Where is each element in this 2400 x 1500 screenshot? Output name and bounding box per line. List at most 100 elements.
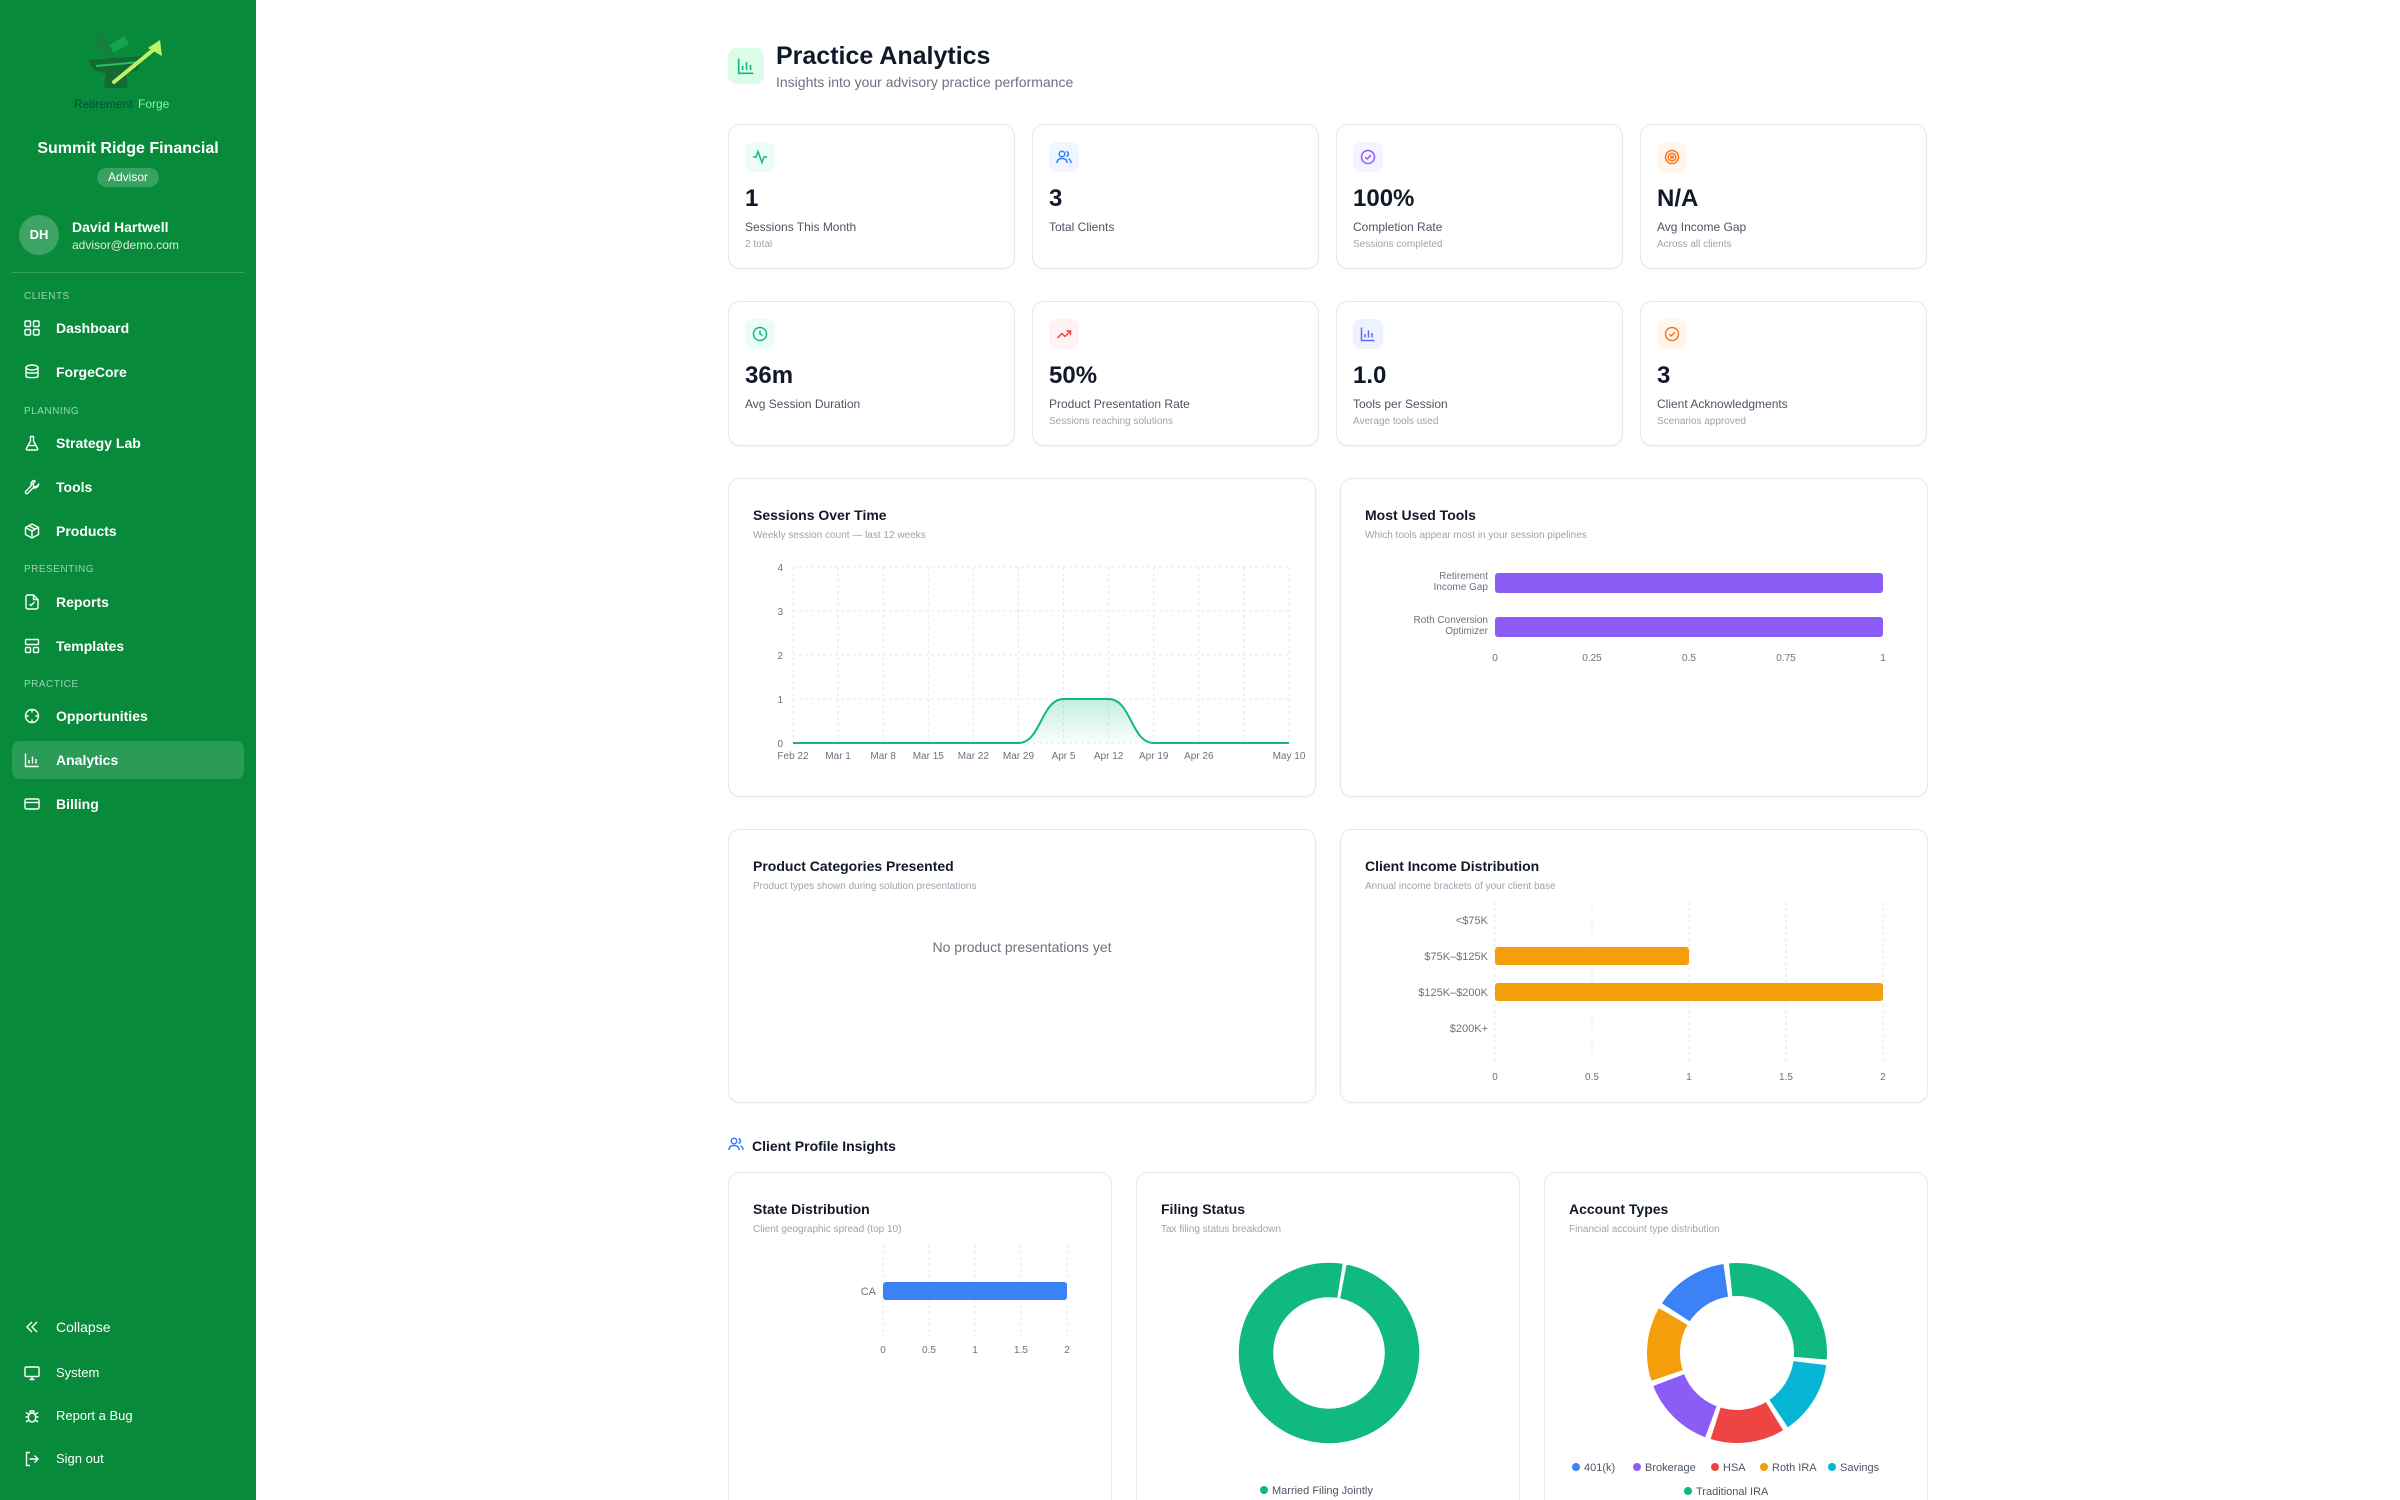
sidebar-item-label: Dashboard — [56, 320, 130, 336]
x-tick-label: 1.5 — [1779, 1072, 1793, 1083]
stat-card-total-clients: 3 Total Clients — [1032, 124, 1319, 269]
sidebar-item-reports[interactable]: Reports — [12, 583, 244, 621]
x-tick-label: Mar 29 — [1003, 751, 1035, 762]
card-subtitle: Which tools appear most in your session … — [1365, 530, 1587, 541]
stat-sub: Across all clients — [1657, 239, 1732, 250]
card-state-distribution: State Distribution Client geographic spr… — [728, 1172, 1112, 1500]
stat-label: Product Presentation Rate — [1049, 397, 1190, 411]
sidebar-item-forgecore[interactable]: ForgeCore — [12, 353, 244, 391]
stat-value: 3 — [1049, 185, 1063, 212]
x-tick-label: 0.5 — [1682, 653, 1696, 664]
sidebar-item-analytics[interactable]: Analytics — [12, 741, 244, 779]
pie-slice — [1237, 1261, 1421, 1445]
card-subtitle: Client geographic spread (top 10) — [753, 1224, 902, 1235]
sidebar: Retirement Forge Summit Ridge Financial … — [0, 0, 256, 1500]
collapse-label: Collapse — [56, 1319, 111, 1335]
series-line — [793, 698, 1289, 744]
card-sessions-over-time: Sessions Over Time Weekly session count … — [728, 478, 1316, 797]
report-bug-button[interactable]: Report a Bug — [12, 1397, 244, 1435]
stat-label: Avg Income Gap — [1657, 220, 1747, 234]
y-tick-label: 3 — [777, 607, 783, 618]
sidebar-item-label: Analytics — [56, 752, 119, 768]
card-subtitle: Product types shown during solution pres… — [753, 881, 977, 892]
package-icon — [24, 523, 40, 539]
client-income-chart: 0 0.5 1 1.5 2 <$75K $75K–$125K $125K–$200K $200K… — [1418, 902, 1886, 1083]
x-tick-label: 0 — [1492, 1072, 1498, 1083]
legend-label: Roth IRA — [1772, 1462, 1817, 1474]
system-label: System — [56, 1365, 100, 1380]
user-email: advisor@demo.com — [72, 238, 179, 252]
system-button[interactable]: System — [12, 1354, 244, 1392]
sidebar-item-products[interactable]: Products — [12, 512, 244, 550]
stat-value: 50% — [1049, 362, 1098, 389]
x-tick-label: 0.25 — [1582, 653, 1602, 664]
user-profile[interactable]: DH David Hartwell advisor@demo.com — [19, 215, 249, 257]
x-tick-label: 0 — [1492, 653, 1498, 664]
stat-sub: Scenarios approved — [1657, 416, 1746, 427]
card-title: Sessions Over Time — [753, 507, 887, 523]
sidebar-item-tools[interactable]: Tools — [12, 468, 244, 506]
category-label: Optimizer — [1445, 626, 1488, 637]
state-distribution-chart: 0 0.5 1 1.5 2 CA — [861, 1245, 1070, 1356]
wrench-icon — [24, 479, 40, 495]
pie-slice — [1650, 1371, 1720, 1440]
sidebar-item-opportunities[interactable]: Opportunities — [12, 697, 244, 735]
legend-swatch — [1684, 1487, 1692, 1495]
category-label: $75K–$125K — [1424, 951, 1488, 963]
section-label-presenting: PRESENTING — [24, 564, 95, 575]
sidebar-item-label: ForgeCore — [56, 364, 127, 380]
filing-status-chart: Married Filing Jointly — [1237, 1261, 1421, 1497]
x-tick-label: Apr 19 — [1139, 751, 1169, 762]
flask-icon — [25, 435, 39, 451]
report-bug-label: Report a Bug — [56, 1408, 133, 1423]
credit-card-icon — [24, 798, 40, 810]
stat-label: Avg Session Duration — [745, 397, 861, 411]
retirement-forge-logo[interactable]: Retirement Forge — [74, 26, 180, 116]
users-icon — [728, 1137, 744, 1151]
stat-card-completion-rate: 100% Completion Rate Sessions completed — [1336, 124, 1623, 269]
sidebar-item-billing[interactable]: Billing — [12, 785, 244, 823]
legend-label: HSA — [1723, 1462, 1746, 1474]
x-tick-label: Feb 22 — [777, 751, 809, 762]
target-icon — [1664, 149, 1680, 165]
section-label-planning: PLANNING — [24, 406, 80, 417]
avatar: DH — [19, 215, 59, 255]
card-title: Product Categories Presented — [753, 858, 954, 874]
bar-chart-icon — [1360, 327, 1375, 342]
card-title: Client Income Distribution — [1365, 858, 1540, 874]
card-title: State Distribution — [753, 1201, 870, 1217]
section-label-practice: PRACTICE — [24, 679, 79, 690]
chevrons-left-icon — [26, 1321, 38, 1333]
log-out-icon — [25, 1451, 39, 1467]
sidebar-item-dashboard[interactable]: Dashboard — [12, 309, 244, 347]
pie-slice — [1708, 1399, 1786, 1445]
sidebar-item-templates[interactable]: Templates — [12, 627, 244, 665]
grid-icon — [24, 320, 40, 336]
page-title: Practice Analytics — [776, 42, 991, 70]
database-icon — [25, 364, 39, 379]
bar — [1495, 617, 1883, 637]
stat-sub: Sessions reaching solutions — [1049, 416, 1173, 427]
x-tick-label: 0 — [880, 1345, 886, 1356]
stat-sub: 2 total — [745, 239, 773, 250]
sidebar-item-label: Billing — [56, 796, 99, 812]
sidebar-item-label: Opportunities — [56, 708, 148, 724]
x-tick-label: 0.5 — [1585, 1072, 1599, 1083]
bar — [1495, 947, 1689, 965]
card-subtitle: Tax filing status breakdown — [1161, 1224, 1282, 1235]
card-product-categories: Product Categories Presented Product typ… — [728, 829, 1316, 1103]
users-icon — [1056, 150, 1072, 164]
pie-slice — [1659, 1261, 1731, 1325]
logo-text-a: Retirement — [74, 97, 133, 111]
card-title: Filing Status — [1161, 1201, 1245, 1217]
sidebar-item-strategy-lab[interactable]: Strategy Lab — [12, 424, 244, 462]
x-tick-label: Mar 1 — [825, 751, 851, 762]
x-tick-label: Apr 12 — [1094, 751, 1124, 762]
stat-value: 1.0 — [1353, 362, 1387, 389]
user-name: David Hartwell — [72, 219, 169, 235]
x-tick-label: Mar 15 — [913, 751, 945, 762]
card-title: Account Types — [1569, 1201, 1669, 1217]
empty-state-text: No product presentations yet — [932, 939, 1112, 955]
collapse-button[interactable]: Collapse — [12, 1308, 244, 1346]
sign-out-button[interactable]: Sign out — [12, 1440, 244, 1478]
